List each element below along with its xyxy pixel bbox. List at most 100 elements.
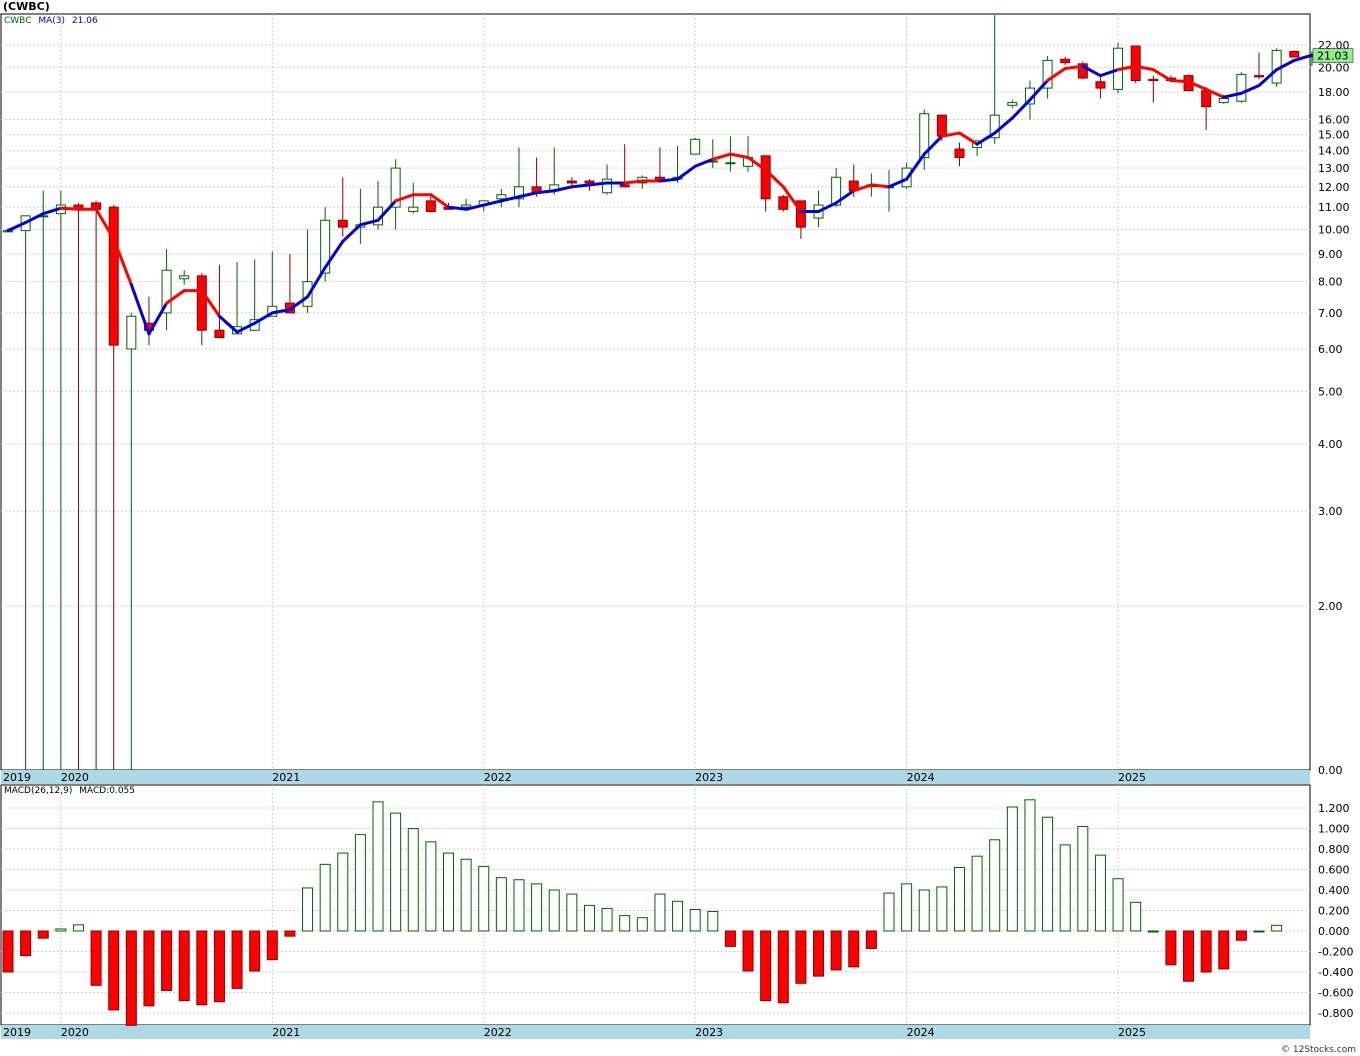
candle-body xyxy=(108,206,119,346)
macd-bar xyxy=(231,930,243,989)
chart-title: (CWBC) xyxy=(3,0,50,13)
price-tick-label: 0.00 xyxy=(1318,764,1343,777)
candle-body xyxy=(1007,102,1018,106)
macd-bar xyxy=(1253,930,1265,933)
ma-segment xyxy=(358,218,380,227)
macd-bar xyxy=(284,930,296,937)
x-year-label: 2021 xyxy=(272,1026,300,1039)
macd-bar xyxy=(425,841,437,932)
x-year-label: 2024 xyxy=(907,771,935,784)
macd-bar xyxy=(1235,930,1247,941)
ma-segment xyxy=(975,131,997,146)
candle-body xyxy=(1060,58,1071,64)
price-tick-label: 11.00 xyxy=(1318,201,1350,214)
macd-bar xyxy=(249,930,261,972)
candle-body xyxy=(1236,73,1247,102)
candle-body xyxy=(954,148,965,159)
macd-bar xyxy=(742,930,754,972)
ma-segment xyxy=(1257,68,1279,88)
price-tick-label: 13.00 xyxy=(1318,162,1350,175)
ma-segment xyxy=(1292,53,1314,62)
x-year-label: 2023 xyxy=(695,771,723,784)
x-year-label: 2023 xyxy=(695,1026,723,1039)
candle-body xyxy=(1042,59,1053,89)
macd-bar xyxy=(495,877,507,932)
ma-segment xyxy=(535,189,556,195)
macd-bar xyxy=(1271,924,1283,932)
macd-bar xyxy=(407,828,419,932)
candle-body xyxy=(161,269,172,314)
price-tick-label: 2.00 xyxy=(1318,600,1343,613)
ma-segment xyxy=(993,116,1014,135)
macd-x-axis-band xyxy=(1,1025,1310,1039)
macd-legend: MACD(26,12,9) MACD:0.055 xyxy=(4,786,135,796)
ma-segment xyxy=(587,181,609,187)
price-tick-label: 10.00 xyxy=(1318,223,1350,236)
macd-bar xyxy=(672,900,684,932)
macd-bar xyxy=(1183,930,1195,982)
candle-body xyxy=(936,114,947,137)
candle-body xyxy=(390,167,401,208)
ma-segment xyxy=(270,308,292,315)
macd-bar xyxy=(108,930,120,1011)
ma-segment xyxy=(1151,68,1173,83)
macd-bar xyxy=(1200,930,1212,973)
macd-bar xyxy=(760,930,772,1002)
macd-bar xyxy=(2,930,14,973)
macd-bar xyxy=(548,889,560,932)
macd-bar xyxy=(654,893,666,932)
macd-bar xyxy=(865,930,877,949)
macd-tick-label: -0.800 xyxy=(1318,1007,1353,1020)
x-year-label: 2022 xyxy=(484,1026,512,1039)
ma-segment xyxy=(394,193,415,203)
ma-segment xyxy=(623,179,644,185)
macd-bar xyxy=(1077,825,1089,932)
candle-body xyxy=(337,219,348,228)
macd-bar xyxy=(636,917,648,932)
macd-bar xyxy=(619,915,631,932)
price-tick-label: 4.00 xyxy=(1318,438,1343,451)
ma-segment xyxy=(1187,80,1208,91)
price-tick-label: 5.00 xyxy=(1318,386,1343,399)
macd-bar xyxy=(20,930,32,957)
candle-body xyxy=(461,204,472,208)
price-tick-label: 8.00 xyxy=(1318,276,1343,289)
ma-segment xyxy=(781,185,803,213)
candle-body xyxy=(919,113,930,159)
x-year-label: 2019 xyxy=(3,1026,31,1039)
macd-bar xyxy=(1218,930,1230,970)
x-year-label: 2025 xyxy=(1118,771,1146,784)
x-year-label: 2020 xyxy=(61,1026,89,1039)
legend-ma-label: MA(3) xyxy=(38,16,66,26)
candle-body xyxy=(513,186,524,200)
ma-segment xyxy=(869,183,891,189)
candle-body xyxy=(831,176,842,206)
macd-tick-label: 1.000 xyxy=(1318,823,1350,836)
ma-segment xyxy=(1239,84,1261,95)
price-tick-label: 6.00 xyxy=(1318,343,1343,356)
x-year-label: 2020 xyxy=(61,771,89,784)
ma-segment xyxy=(447,205,468,211)
candle-body xyxy=(1077,63,1088,79)
last-price-label: 21.03 xyxy=(1317,50,1349,63)
candle-body xyxy=(760,155,771,200)
candle-body xyxy=(725,162,736,165)
macd-bar xyxy=(989,839,1001,932)
macd-bar xyxy=(1059,844,1071,932)
price-tick-label: 20.00 xyxy=(1318,61,1350,74)
candle-body xyxy=(778,196,789,210)
ma-segment xyxy=(552,185,574,193)
macd-bar xyxy=(566,893,578,932)
macd-bar xyxy=(777,930,789,1004)
ma-segment xyxy=(253,311,274,325)
macd-bar xyxy=(531,883,543,932)
macd-bar xyxy=(478,865,490,932)
x-year-label: 2022 xyxy=(484,771,512,784)
ma-segment xyxy=(817,201,838,213)
ma-segment xyxy=(746,156,768,172)
macd-bar xyxy=(302,887,314,932)
candle-body xyxy=(425,200,436,212)
ma-segment xyxy=(834,189,856,205)
macd-tick-label: 1.200 xyxy=(1318,802,1350,815)
